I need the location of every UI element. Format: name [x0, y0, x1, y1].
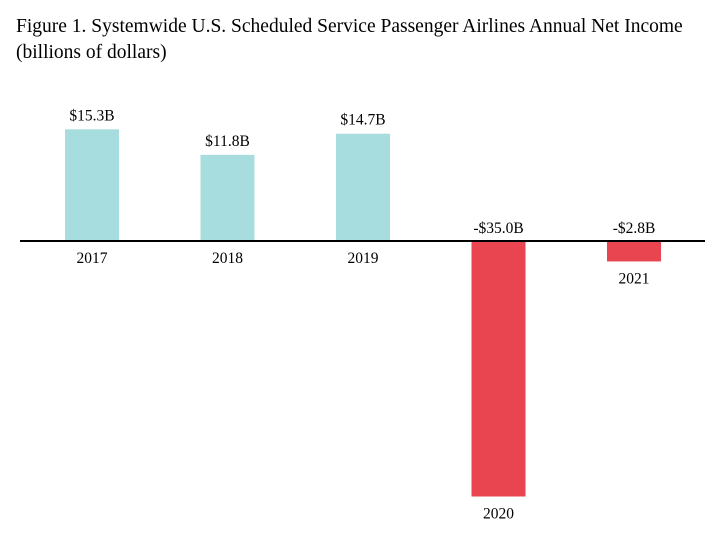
bar-2017 [65, 129, 119, 241]
category-label-2018: 2018 [212, 250, 243, 267]
category-label-2020: 2020 [483, 506, 514, 523]
data-label-2019: $14.7B [340, 112, 385, 129]
bar-2018 [200, 154, 255, 241]
bar-2021 [607, 241, 661, 262]
chart-title-block: Figure 1. Systemwide U.S. Scheduled Serv… [16, 14, 716, 66]
chart-subtitle: (billions of dollars) [16, 42, 167, 63]
data-label-2020: -$35.0B [473, 220, 523, 237]
data-label-2018: $11.8B [205, 133, 250, 150]
chart-title: Figure 1. Systemwide U.S. Scheduled Serv… [16, 16, 683, 37]
bar-2019 [336, 133, 390, 241]
data-label-2021: -$2.8B [613, 220, 656, 237]
category-label-2021: 2021 [619, 270, 650, 287]
bar-2020 [471, 241, 526, 497]
category-label-2019: 2019 [348, 250, 379, 267]
data-label-2017: $15.3B [69, 107, 114, 124]
category-label-2017: 2017 [77, 250, 108, 267]
